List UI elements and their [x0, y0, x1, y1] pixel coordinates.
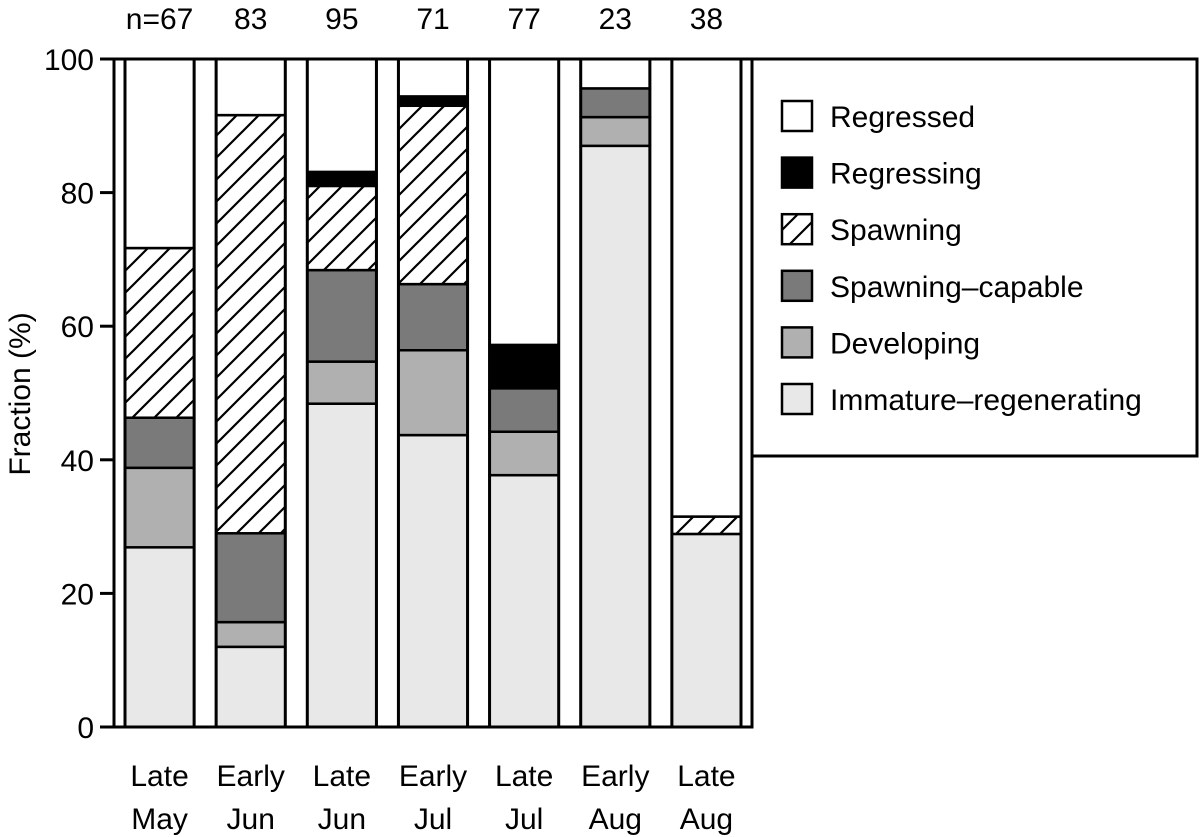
bar-segment-developing — [397, 348, 469, 437]
bar-segment-immature-regenerating — [123, 546, 196, 729]
category-label: Jul — [414, 803, 452, 836]
bar-stack-late-aug — [670, 57, 743, 729]
bar-segment-spawning-capable — [214, 532, 287, 624]
category-label: Early — [581, 760, 649, 793]
category-label: Aug — [589, 803, 642, 836]
bar-segment-developing — [579, 115, 652, 148]
bar-stack-early-jun — [214, 57, 287, 729]
y-axis-title: Fraction (%) — [4, 312, 37, 475]
legend-item-immature-regenerating: Immature–regenerating — [780, 382, 1142, 417]
category-label: Jun — [227, 803, 275, 836]
bar-segment-developing — [214, 620, 287, 649]
bar-segment-spawning-capable — [306, 268, 378, 363]
category-label: Aug — [680, 803, 733, 836]
category-label: Early — [217, 760, 285, 793]
bar-segment-regressing — [306, 170, 378, 188]
bar-segment-spawning — [670, 515, 743, 536]
category-label: Early — [399, 760, 467, 793]
bar-segment-regressed — [214, 57, 287, 117]
bar-segment-spawning — [123, 246, 196, 419]
sample-size-label: 95 — [325, 3, 358, 36]
bar-segment-immature-regenerating — [214, 645, 287, 729]
sample-size-labels: n=67 83 95 71 77 23 38 — [126, 3, 723, 36]
legend: Regressed Regressing Spawning Spawning–capa… — [750, 57, 1199, 458]
y-tick-label: 40 — [61, 445, 94, 478]
bar-segment-immature-regenerating — [579, 144, 652, 729]
legend-label: Immature–regenerating — [830, 384, 1142, 417]
category-label: Late — [495, 760, 553, 793]
bar-stack-late-may — [123, 57, 196, 729]
sample-size-label: 23 — [599, 3, 632, 36]
bar-segment-regressing — [397, 95, 469, 108]
y-tick-label: 0 — [77, 712, 94, 745]
category-label: May — [131, 803, 188, 836]
legend-swatch — [780, 212, 814, 246]
bar-segment-spawning — [306, 184, 378, 272]
sample-size-label: n=67 — [126, 3, 194, 36]
y-tick-label: 80 — [61, 178, 94, 211]
legend-swatch — [780, 99, 814, 133]
bar-segment-regressing — [488, 343, 560, 390]
bar-segment-spawning-capable — [488, 387, 560, 433]
bar-segment-regressed — [670, 57, 743, 518]
bar-segment-developing — [488, 430, 560, 477]
legend-label: Regressed — [830, 101, 975, 134]
bar-stack-early-jul — [396, 57, 470, 729]
category-label: Jul — [505, 803, 543, 836]
legend-box — [750, 57, 1199, 458]
legend-item-developing: Developing — [780, 326, 980, 360]
legend-label: Developing — [830, 327, 980, 360]
plot-area — [112, 57, 754, 729]
bar-segment-spawning-capable — [397, 282, 469, 352]
sample-size-label: 83 — [234, 3, 267, 36]
category-label: Jun — [318, 803, 366, 836]
category-label: Late — [677, 760, 735, 793]
legend-swatch — [780, 326, 814, 359]
sample-size-label: 71 — [416, 3, 449, 36]
category-labels: Late May Early Jun Late Jun Early Jul Late Jul Ear… — [130, 760, 735, 836]
category-label: Late — [130, 760, 188, 793]
legend-swatch — [780, 156, 814, 189]
y-axis: 0 20 40 60 80 100 — [44, 44, 114, 745]
bar-segment-developing — [123, 466, 196, 549]
y-tick-label: 20 — [61, 578, 94, 611]
legend-label: Spawning–capable — [830, 271, 1084, 304]
bar-segment-spawning — [214, 113, 287, 535]
legend-label: Regressing — [830, 158, 982, 191]
legend-item-regressed: Regressed — [780, 99, 975, 134]
bar-segment-immature-regenerating — [670, 532, 743, 729]
bar-segment-spawning-capable — [123, 416, 196, 470]
legend-label: Spawning — [830, 214, 962, 247]
category-label: Late — [313, 760, 371, 793]
legend-swatch — [780, 269, 814, 303]
y-tick-label: 100 — [44, 44, 94, 77]
bar-segment-regressed — [123, 57, 196, 250]
sample-size-label: 77 — [507, 3, 540, 36]
bar-stack-late-jul — [488, 57, 561, 729]
bar-segment-regressed — [397, 57, 469, 98]
bar-stack-early-aug — [579, 57, 652, 729]
bar-segment-developing — [306, 360, 378, 405]
bar-segment-immature-regenerating — [397, 433, 469, 729]
bar-stack-late-jun — [305, 57, 378, 729]
bar-segment-regressed — [488, 57, 560, 347]
sample-size-label: 38 — [690, 3, 723, 36]
bar-segment-regressed — [579, 57, 652, 90]
bar-segment-immature-regenerating — [306, 402, 378, 729]
legend-swatch — [780, 382, 814, 416]
bar-segment-spawning-capable — [579, 87, 652, 119]
y-tick-label: 60 — [61, 311, 94, 344]
legend-item-spawning: Spawning — [780, 212, 962, 247]
bar-segment-immature-regenerating — [488, 473, 560, 729]
legend-item-spawning-capable: Spawning–capable — [780, 269, 1084, 304]
bar-segment-regressed — [306, 57, 378, 174]
bar-segment-spawning — [397, 104, 469, 286]
legend-item-regressing: Regressing — [780, 156, 982, 191]
